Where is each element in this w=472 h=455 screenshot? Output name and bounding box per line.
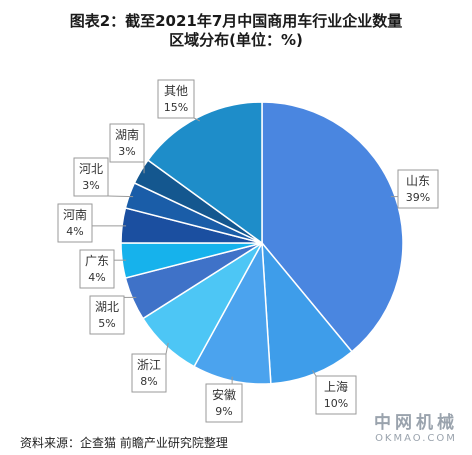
slice-label-name: 湖北 [95, 299, 119, 314]
slice-label-name: 河北 [79, 162, 103, 176]
slice-label-value: 3% [118, 145, 135, 158]
slice-label-name: 湖南 [115, 127, 139, 142]
pie-slices [120, 101, 404, 385]
leader-lines [92, 117, 398, 384]
slice-label-name: 安徽 [212, 387, 236, 402]
slice-label-value: 15% [164, 101, 188, 114]
label-box-3 [205, 383, 243, 423]
label-box-2 [315, 375, 357, 415]
label-box-4 [131, 353, 167, 393]
watermark-text-en: OKMAO.COM [375, 433, 457, 444]
slice-label-value: 10% [324, 397, 348, 410]
leader-line-8 [107, 195, 134, 198]
label-box-5 [89, 295, 125, 335]
leader-line-10 [193, 117, 201, 122]
source-note: 资料来源：企查猫 前瞻产业研究院整理 [20, 436, 228, 450]
label-box-8 [73, 157, 109, 197]
watermark-logo: 中网机械 OKMAO.COM [374, 414, 458, 445]
leader-line-2 [312, 370, 317, 377]
chart-title-line2: 区域分布(单位：%) [169, 31, 303, 49]
leader-line-4 [165, 342, 169, 355]
slice-label-name: 浙江 [137, 358, 161, 372]
label-box-1 [397, 169, 439, 209]
slice-label-name: 河南 [63, 207, 87, 222]
slice-label-value: 4% [66, 225, 83, 238]
slice-label-name: 上海 [324, 379, 348, 394]
slice-label-value: 4% [88, 271, 105, 284]
slice-label-name: 山东 [406, 174, 430, 188]
slice-label-value: 3% [82, 179, 99, 192]
slice-label-name: 广东 [85, 254, 109, 268]
label-box-6 [79, 249, 115, 289]
label-box-9 [109, 123, 145, 163]
label-box-10 [157, 79, 195, 119]
watermark-text-cn: 中网机械 [374, 413, 458, 433]
pie-slice-10 [146, 101, 263, 245]
pie-slice-3 [193, 240, 272, 385]
slice-labels: 山东 39% 上海 10% 安徽 9% 浙江 8% 湖北 5% 广东 4% 河南 4% 河北 3% 湖南 3% 其他… [57, 79, 439, 423]
pie-slice-1 [261, 101, 404, 353]
slice-label-value: 39% [406, 191, 430, 204]
slice-label-value: 8% [140, 375, 157, 388]
slice-label-value: 5% [98, 317, 115, 330]
slice-label-name: 其他 [164, 84, 188, 98]
slice-label-value: 9% [215, 405, 232, 418]
label-box-7 [57, 203, 93, 243]
pie-slice-2 [261, 240, 353, 385]
chart-title-line1: 图表2：截至2021年7月中国商用车行业企业数量 [69, 12, 403, 30]
